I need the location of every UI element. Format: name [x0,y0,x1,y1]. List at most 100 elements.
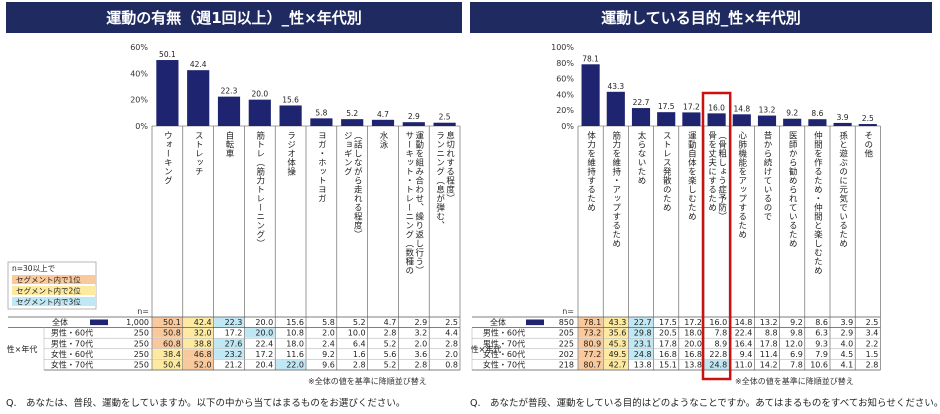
bar [156,60,179,126]
bar-value-label: 78.1 [582,54,599,63]
bar [808,119,827,126]
bar-value-label: 5.8 [315,108,327,117]
table-cell: 8.8 [765,329,778,338]
table-cell: 3.9 [840,318,853,327]
category-label: ランニング（息が弾む、 [435,131,445,230]
y-tick-label: 60% [556,75,574,84]
table-cell: 2.5 [445,318,458,327]
table-cell: 23.1 [634,339,652,348]
legend-swatch [12,286,96,295]
bar-value-label: 50.1 [159,50,176,59]
legend-swatch [12,297,96,306]
table-cell: 15.6 [286,318,304,327]
sort-footnote: ※全体の値を基準に降順並び替え [308,377,427,386]
table-cell: 4.0 [840,339,853,348]
bar-value-label: 17.5 [658,102,675,111]
bar-value-label: 5.2 [346,109,358,118]
table-cell: 5.8 [322,318,335,327]
table-cell: 2.8 [414,361,427,370]
table-cell: 2.9 [840,329,853,338]
table-cell: 5.2 [384,361,397,370]
table-cell: 20.0 [684,339,702,348]
table-cell: 38.4 [163,350,181,359]
row-label: 女性・60代 [51,349,93,359]
table-cell: 23.2 [225,350,243,359]
bar-value-label: 2.9 [408,112,420,121]
total-swatch [526,319,544,326]
table-cell: 42.4 [194,318,212,327]
n-value: 850 [559,318,574,327]
legend-label: セグメント内で2位 [16,286,81,296]
bar [783,118,802,126]
row-label: 男性・60代 [51,328,93,338]
table-cell: 8.9 [714,339,727,348]
table-cell: 2.2 [866,339,879,348]
table-cell: 9.3 [815,339,828,348]
panel-title: 運動している目的_性×年代別 [470,2,932,33]
legend-swatch [12,275,96,284]
table-cell: 77.2 [583,350,601,359]
table-cell: 73.2 [583,329,601,338]
row-label: 全体 [490,317,506,327]
table-cell: 45.3 [609,339,627,348]
table-cell: 78.1 [583,318,601,327]
table-cell: 17.2 [225,329,243,338]
n-value: 250 [134,361,149,370]
category-label: 骨を丈夫にするため [707,131,717,212]
rank-highlight-cell [275,359,306,370]
n-header: n= [137,307,149,316]
rank-highlight-cell [578,338,603,349]
bar [371,119,395,126]
table-cell: 16.4 [735,339,753,348]
category-label: 運動を組み合わせ、繰り返し行う） [414,131,424,275]
n-value: 250 [134,339,149,348]
table-cell: 10.6 [810,361,828,370]
table-cell: 20.0 [255,329,273,338]
rank-highlight-cell [244,328,275,338]
table-cell: 6.4 [353,339,366,348]
row-label: 女性・70代 [51,360,93,370]
table-cell: 12.0 [785,339,803,348]
bar-value-label: 9.2 [786,109,798,118]
bar [341,119,364,126]
category-label: その他 [863,131,873,158]
table-cell: 1.5 [866,350,879,359]
category-label: 筋力を維持・アップするため [611,130,621,248]
table-cell: 2.8 [384,329,397,338]
table-cell: 14.2 [760,361,778,370]
table-cell: 2.0 [414,339,427,348]
category-label: ラジオ体操 [286,131,296,176]
category-label: サーキット・トレーニング（数種の [404,131,414,275]
table-cell: 46.8 [194,350,212,359]
category-label: 太らないため [636,130,646,185]
table-cell: 8.6 [815,318,828,327]
bar [732,114,751,126]
table-cell: 0.8 [445,361,458,370]
sort-footnote: ※全体の値を基準に降順並び替え [735,377,854,386]
table-cell: 22.4 [735,329,753,338]
table-cell: 4.4 [445,329,458,338]
table-cell: 17.2 [684,318,702,327]
group-label: 性×年代 [471,344,502,354]
rank-highlight-cell [183,317,214,328]
table-cell: 50.1 [163,318,181,327]
survey-question: Q. あなたは、普段、運動をしていますか。以下の中から当てはまるものをお選びくだ… [6,398,406,409]
row-label: 女性・60代 [483,349,525,359]
rank-highlight-cell [628,317,654,328]
rank-highlight-cell [152,317,183,328]
bar-value-label: 42.4 [190,60,207,69]
rank-highlight-cell [578,359,603,370]
bar [707,113,726,126]
rank-highlight-cell [152,328,183,338]
rank-highlight-cell [603,328,628,338]
table-cell: 20.4 [255,361,273,370]
row-label: 女性・70代 [483,360,525,370]
y-tick-label: 80% [556,59,574,68]
bar [631,108,651,126]
y-tick-label: 40% [130,69,148,78]
table-cell: 22.4 [255,339,273,348]
bar-value-label: 16.0 [708,103,725,112]
category-label: （骨粗しょう症予防） [717,131,727,221]
n-value: 205 [559,329,574,338]
table-cell: 2.4 [322,339,335,348]
